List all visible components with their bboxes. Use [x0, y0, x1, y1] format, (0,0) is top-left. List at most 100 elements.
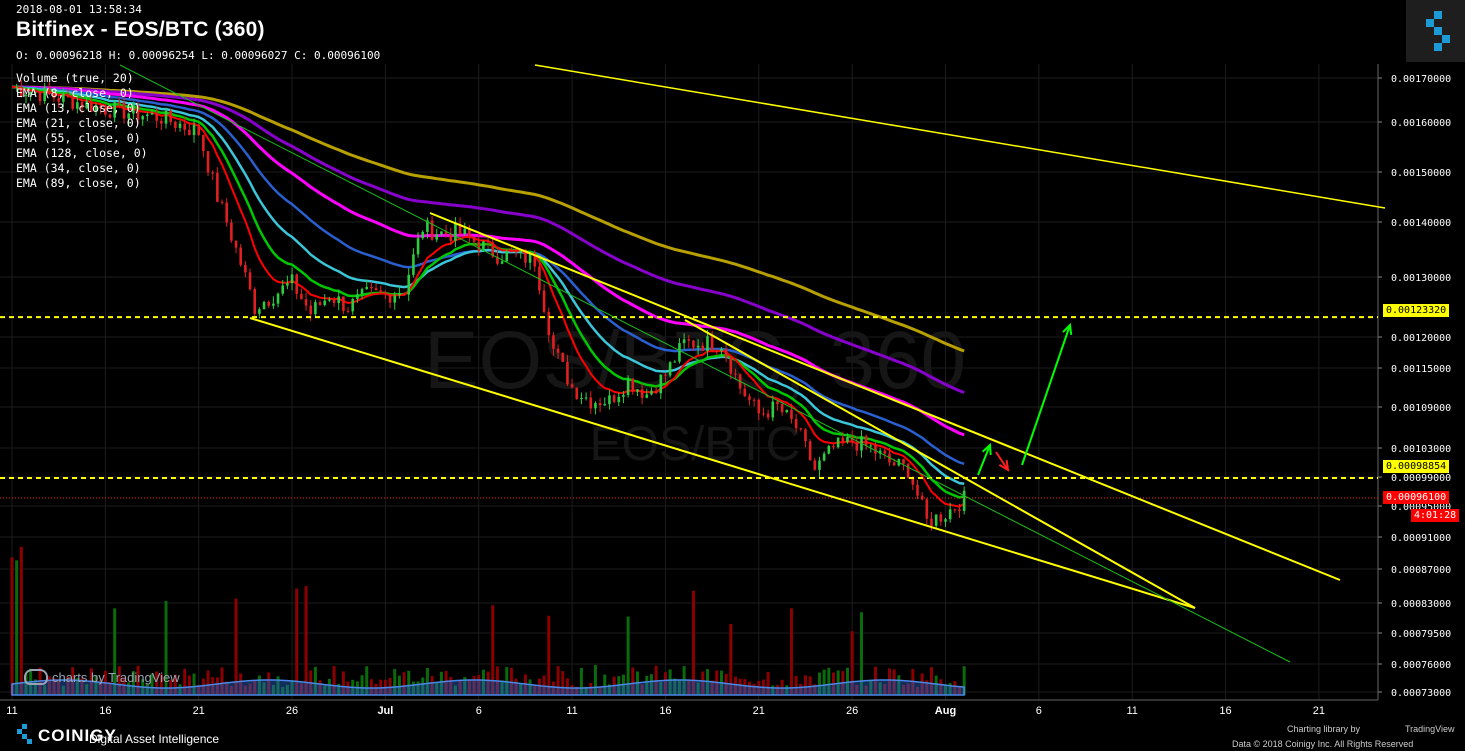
candle-body — [99, 105, 102, 108]
volume-bar — [565, 678, 569, 695]
candle-body — [440, 231, 443, 235]
legend-ema-8[interactable]: EMA (8, close, 0) — [16, 86, 134, 100]
candle-body — [220, 201, 224, 203]
candle-body — [944, 519, 947, 522]
volume-bar — [393, 669, 397, 695]
candle-body — [90, 101, 93, 112]
candle-body — [374, 288, 378, 291]
x-tick-label: 26 — [846, 705, 858, 717]
candle-body — [500, 261, 504, 264]
tradingview-watermark: charts by TradingView — [24, 669, 180, 685]
legend-ema-128[interactable]: EMA (128, close, 0) — [16, 146, 148, 160]
arrow-up-long — [1021, 324, 1071, 466]
volume-bar — [486, 671, 490, 695]
candle-body — [920, 495, 924, 500]
volume-bar — [183, 668, 187, 695]
legend-volume[interactable]: Volume (true, 20) — [16, 71, 134, 85]
volume-bar — [220, 667, 224, 695]
volume-bar — [747, 681, 751, 695]
candle-body — [62, 93, 65, 102]
volume-bar — [444, 670, 448, 695]
volume-bar — [710, 680, 714, 695]
candle-body — [272, 303, 275, 306]
x-tick-label: 26 — [286, 705, 298, 717]
candle-body — [71, 97, 74, 109]
ema-89-line — [12, 85, 965, 394]
candle-body — [626, 378, 630, 395]
candle-body — [617, 396, 621, 403]
legend-ema-13[interactable]: EMA (13, close, 0) — [16, 101, 141, 115]
candle-body — [108, 114, 112, 118]
volume-bar — [449, 677, 453, 695]
volume-bar — [243, 685, 247, 695]
x-tick-label: 21 — [1313, 705, 1325, 717]
volume-bar — [598, 686, 602, 695]
legend-ema-21[interactable]: EMA (21, close, 0) — [16, 116, 141, 130]
volume-bar — [668, 669, 672, 695]
candle-body — [486, 241, 490, 243]
volume-bar — [584, 686, 588, 695]
legend-ema-34[interactable]: EMA (34, close, 0) — [16, 161, 141, 175]
upper-channel-line — [429, 212, 1341, 581]
volume-bar — [663, 672, 667, 695]
volume-bar — [248, 683, 252, 695]
candle-body — [444, 231, 448, 235]
y-tick-label: 0.00076000 — [1391, 660, 1451, 671]
y-tick-label: 0.00150000 — [1391, 168, 1451, 179]
candle-body — [463, 228, 467, 234]
candle-body — [715, 350, 719, 352]
candle-body — [874, 445, 877, 454]
volume-bar — [603, 674, 607, 695]
volume-bar — [729, 623, 733, 695]
volume-bar — [556, 666, 560, 695]
volume-bar — [631, 667, 635, 695]
cloud-icon — [24, 669, 48, 685]
x-tick-label: 11 — [566, 705, 577, 717]
volume-bar — [738, 678, 742, 695]
y-tick-label: 0.00109000 — [1391, 403, 1451, 414]
volume-bar — [575, 686, 579, 695]
legend-ema-89[interactable]: EMA (89, close, 0) — [16, 176, 141, 190]
volume-bar — [173, 674, 177, 695]
volume-bar — [934, 675, 938, 695]
volume-bar — [75, 678, 79, 695]
y-tick-label: 0.00073000 — [1391, 688, 1451, 699]
volume-bar — [201, 678, 205, 695]
footer-tagline: Digital Asset Intelligence — [89, 732, 220, 746]
candle-body — [622, 394, 625, 397]
candle-body — [57, 98, 60, 102]
candle-body — [561, 352, 565, 362]
volume-bar — [281, 686, 285, 695]
legend-ema-55[interactable]: EMA (55, close, 0) — [16, 131, 141, 145]
candle-body — [524, 249, 527, 263]
volume-bar — [901, 684, 905, 695]
candle-body — [290, 274, 294, 284]
candle-body — [430, 220, 434, 240]
volume-bar — [892, 669, 896, 695]
candle-body — [636, 389, 639, 392]
volume-bar — [435, 682, 439, 695]
volume-bar — [696, 682, 700, 695]
volume-bar — [794, 675, 798, 695]
volume-bar — [290, 680, 294, 695]
ema-13-line — [12, 85, 965, 499]
candle-body — [85, 101, 88, 109]
volume-bar — [85, 684, 89, 695]
volume-bar — [323, 685, 327, 695]
watermark-pair: EOS/BTC — [590, 418, 801, 471]
candle-body — [771, 401, 775, 418]
candle-body — [846, 437, 849, 443]
candle-body — [388, 293, 392, 303]
volume-bar — [589, 682, 593, 695]
candle-body — [379, 290, 383, 293]
candle-body — [20, 86, 23, 97]
coinigy-logo-icon[interactable] — [1406, 0, 1465, 62]
volume-bar — [687, 680, 691, 695]
y-tick-label: 0.00095000 — [1391, 502, 1451, 513]
tradingview-link[interactable]: TradingView — [1405, 724, 1455, 734]
volume-bar — [878, 682, 882, 695]
volume-bar — [397, 675, 401, 695]
volume-bar — [859, 612, 863, 695]
volume-bar — [472, 676, 476, 695]
